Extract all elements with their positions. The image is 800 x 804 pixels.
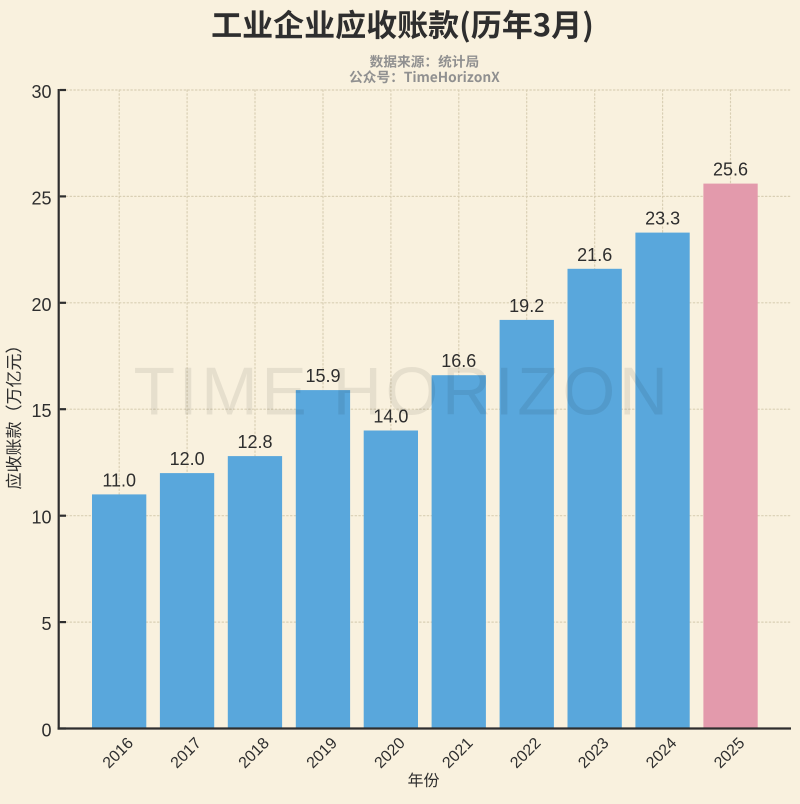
svg-text:5: 5 xyxy=(41,614,51,634)
svg-text:20: 20 xyxy=(31,295,51,315)
svg-text:15.9: 15.9 xyxy=(305,366,340,386)
svg-text:12.0: 12.0 xyxy=(170,449,205,469)
svg-text:16.6: 16.6 xyxy=(441,351,476,371)
svg-text:10: 10 xyxy=(31,508,51,528)
svg-text:30: 30 xyxy=(31,82,51,102)
svg-text:11.0: 11.0 xyxy=(102,470,136,490)
svg-text:12.8: 12.8 xyxy=(237,432,272,452)
svg-text:19.2: 19.2 xyxy=(509,296,544,316)
svg-text:TIME HORIZON: TIME HORIZON xyxy=(133,354,671,430)
svg-text:14.0: 14.0 xyxy=(373,407,408,427)
svg-text:23.3: 23.3 xyxy=(645,209,680,229)
svg-text:0: 0 xyxy=(41,721,51,741)
svg-text:21.6: 21.6 xyxy=(577,245,612,265)
svg-text:25: 25 xyxy=(31,188,51,208)
svg-text:15: 15 xyxy=(31,401,51,421)
svg-text:25.6: 25.6 xyxy=(713,160,748,180)
